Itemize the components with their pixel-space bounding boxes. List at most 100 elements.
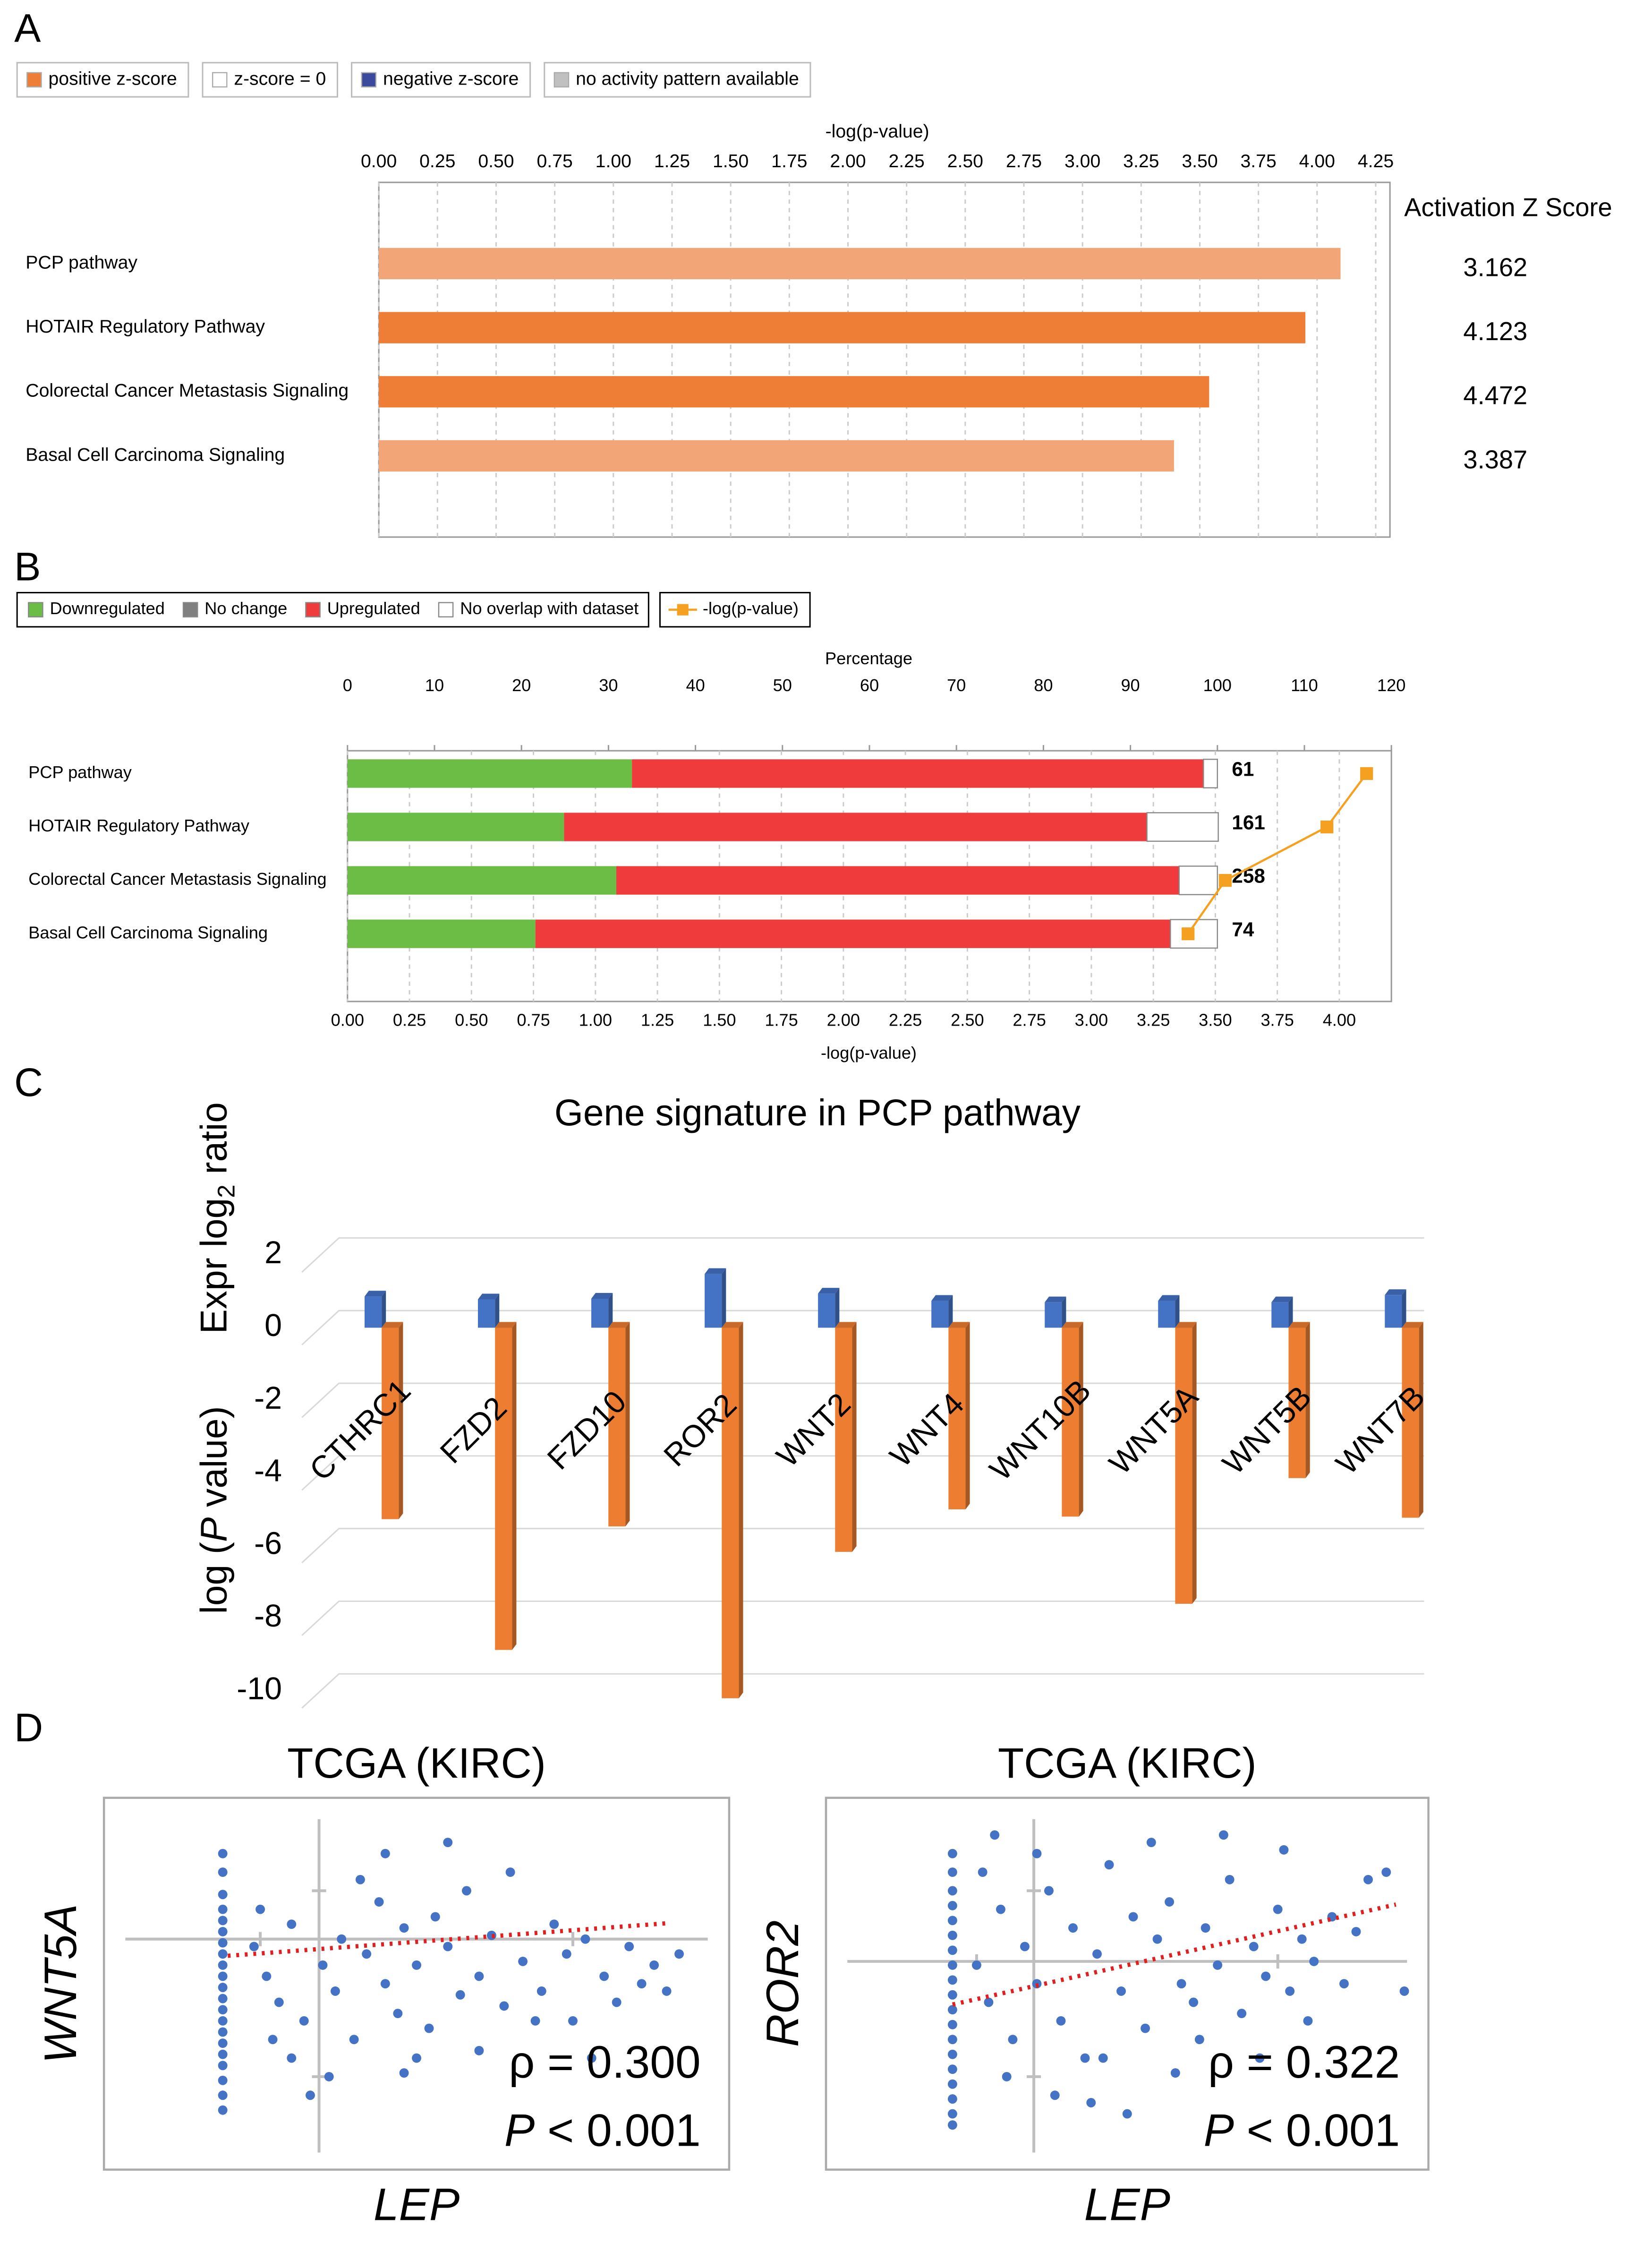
point xyxy=(255,1904,265,1914)
point xyxy=(1363,1875,1373,1884)
x-tick-label: 0.00 xyxy=(361,151,397,171)
bar-top xyxy=(1062,1322,1083,1328)
x-tick-label: 2.50 xyxy=(947,151,983,171)
bar-side xyxy=(948,1295,953,1328)
bar-side xyxy=(722,1268,726,1328)
x-tick-label: 20 xyxy=(512,676,531,695)
point xyxy=(1152,1934,1162,1944)
x2-tick-label: 3.50 xyxy=(1199,1010,1232,1030)
x-tick-label: 40 xyxy=(686,676,705,695)
point xyxy=(1165,1897,1175,1907)
x-tick-label: 80 xyxy=(1034,676,1053,695)
category-label: Colorectal Cancer Metastasis Signaling xyxy=(28,869,326,889)
x2-tick-label: 1.50 xyxy=(703,1010,736,1030)
point xyxy=(218,2061,228,2071)
point xyxy=(218,1949,228,1959)
point xyxy=(330,1986,340,1996)
bar-top xyxy=(364,1291,386,1297)
bar-top xyxy=(835,1322,857,1328)
bar xyxy=(379,312,1305,343)
line xyxy=(1187,773,1368,934)
legend-box xyxy=(544,62,811,98)
bar-front xyxy=(1402,1327,1419,1518)
bar-segment xyxy=(347,866,616,895)
legend-box xyxy=(16,62,189,98)
point xyxy=(218,1983,228,1992)
x-tick-label: 3.25 xyxy=(1123,151,1159,171)
bar-side xyxy=(965,1322,970,1509)
bar-3d xyxy=(931,1295,953,1328)
bar-top xyxy=(1158,1295,1180,1301)
total-label: 74 xyxy=(1232,918,1254,941)
bar-front xyxy=(705,1274,722,1328)
point xyxy=(1218,1830,1228,1840)
total-label: 161 xyxy=(1232,812,1265,834)
x-tick-label: 3.75 xyxy=(1241,151,1277,171)
chart-title: TCGA (KIRC) xyxy=(287,1739,546,1787)
point xyxy=(1020,1942,1030,1952)
bar-3d xyxy=(1271,1296,1293,1328)
point xyxy=(355,1875,365,1884)
bar-front xyxy=(1288,1327,1306,1478)
bar-top xyxy=(591,1293,613,1299)
point xyxy=(306,2090,315,2100)
x-tick-label: 60 xyxy=(860,676,879,695)
bar-side xyxy=(1175,1295,1180,1328)
panel-letter: B xyxy=(14,545,41,589)
point xyxy=(443,1838,453,1848)
bar-3d xyxy=(608,1322,630,1527)
point xyxy=(218,2090,228,2100)
x-tick-label: 0 xyxy=(343,676,352,695)
point xyxy=(947,2120,957,2130)
x2-tick-label: 2.75 xyxy=(1013,1010,1046,1030)
point xyxy=(1339,1979,1349,1989)
point xyxy=(399,1923,409,1933)
point xyxy=(947,1930,957,1940)
point xyxy=(947,1849,957,1858)
bar-3d xyxy=(1062,1322,1083,1517)
point xyxy=(1002,2072,1012,2081)
point xyxy=(549,1919,559,1929)
bar-3d xyxy=(364,1291,386,1328)
x-tick-label: 1.75 xyxy=(771,151,807,171)
legend-swatch xyxy=(361,72,377,88)
x-tick-label: 1.50 xyxy=(713,151,749,171)
y-axis-label-part: log ( xyxy=(193,1542,234,1614)
bar-top xyxy=(705,1268,726,1274)
x-tick-label: 1.25 xyxy=(654,151,690,171)
x2-tick-label: 2.25 xyxy=(889,1010,922,1030)
legend-box xyxy=(351,62,531,98)
x2-tick-label: 3.00 xyxy=(1075,1010,1108,1030)
bar-side xyxy=(1079,1322,1083,1517)
point xyxy=(218,1890,228,1900)
point xyxy=(1128,1912,1138,1922)
y-tick-label: -2 xyxy=(254,1381,282,1416)
rho-label: ρ = 0.300 xyxy=(509,2037,700,2088)
point xyxy=(218,1849,228,1858)
x-tick-label: 90 xyxy=(1121,676,1140,695)
point xyxy=(1381,1867,1391,1877)
point xyxy=(287,1919,297,1929)
y-tick-label: 2 xyxy=(264,1235,282,1270)
p-label-part: P xyxy=(1203,2106,1234,2156)
bar-3d xyxy=(705,1268,726,1328)
point xyxy=(1255,2053,1265,2063)
point xyxy=(662,1986,672,1996)
category-label: PCP pathway xyxy=(28,762,132,782)
rho-label: ρ = 0.322 xyxy=(1208,2037,1400,2088)
y-tick-label: 0 xyxy=(264,1308,282,1343)
point xyxy=(536,1986,546,1996)
point xyxy=(1086,2098,1096,2107)
x2-tick-label: 0.75 xyxy=(517,1010,550,1030)
bar-side xyxy=(1305,1322,1310,1478)
point xyxy=(947,2035,957,2045)
bar-top xyxy=(608,1322,630,1328)
panel-letter: D xyxy=(14,1705,43,1750)
point xyxy=(971,1960,981,1970)
category-label: Colorectal Cancer Metastasis Signaling xyxy=(26,381,349,401)
point xyxy=(1080,2053,1090,2063)
legend-label: no activity pattern available xyxy=(576,68,799,89)
point xyxy=(1261,1971,1271,1981)
x-axis-label: -log(p-value) xyxy=(826,121,929,142)
point xyxy=(1068,1923,1078,1933)
